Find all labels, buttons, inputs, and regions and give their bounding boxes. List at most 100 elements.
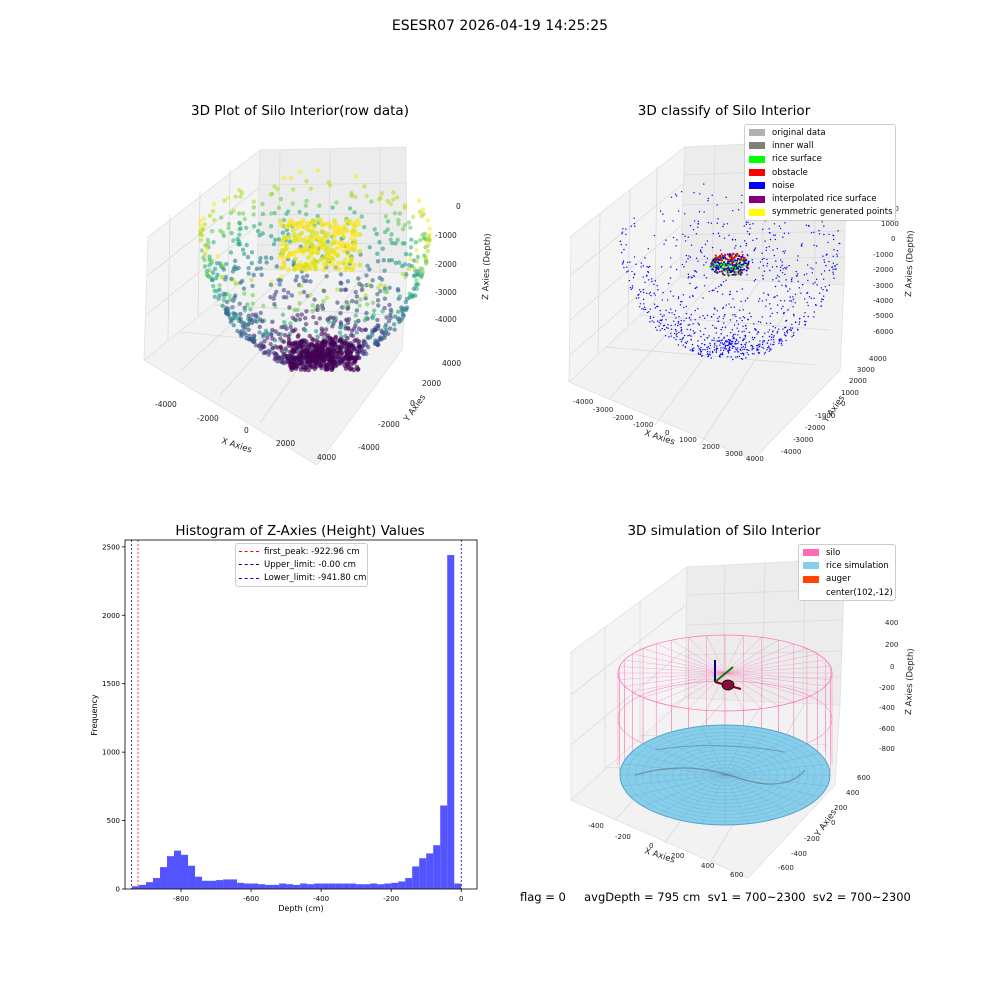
- classify-y-tick: 2000: [849, 377, 867, 385]
- histogram-bar: [419, 858, 427, 889]
- classify-y-tick: -1000: [815, 412, 835, 420]
- legend-entry: auger: [799, 573, 895, 586]
- legend-entry: noise: [745, 179, 895, 192]
- legend-label: interpolated rice surface: [772, 194, 877, 205]
- legend-label: inner wall: [772, 140, 814, 151]
- legend-label: first_peak: -922.96 cm: [264, 546, 360, 557]
- legend-swatch: [749, 142, 765, 150]
- simulation-panel-title: 3D simulation of Silo Interior: [627, 523, 821, 539]
- classify-z-tick: -6000: [873, 328, 893, 336]
- legend-label: Upper_limit: -0.00 cm: [264, 559, 356, 570]
- histogram-bar: [314, 883, 322, 889]
- classify-y-tick: -2000: [805, 424, 825, 432]
- histogram-bar: [342, 883, 350, 889]
- histogram-bar: [188, 865, 196, 889]
- legend-swatch: [749, 155, 765, 163]
- classify-y-tick: 4000: [869, 355, 887, 363]
- histogram-bar: [209, 880, 217, 889]
- classify-z-tick: -3000: [873, 282, 893, 290]
- legend-label: silo: [826, 547, 841, 558]
- classify-x-tick: -2000: [613, 414, 633, 422]
- legend-swatch: [803, 549, 819, 557]
- simulation-z-tick: -600: [879, 725, 895, 733]
- raw-x-tick: 4000: [317, 453, 336, 462]
- classify-point-cloud: [619, 183, 841, 361]
- raw-z-tick: -4000: [435, 315, 457, 324]
- histogram-bar: [195, 876, 203, 889]
- histogram-y-tick-label: 2500: [102, 543, 120, 551]
- simulation-3d-plot: -400 -200 0 200 400 600 X Axies 600 400 …: [570, 558, 916, 879]
- histogram-bar: [139, 884, 147, 889]
- histogram-y-tick-label: 0: [116, 886, 120, 894]
- histogram-bar: [181, 854, 189, 889]
- classify-x-tick: 2000: [702, 443, 720, 451]
- simulation-y-tick: 200: [834, 804, 847, 812]
- histogram-bar: [251, 883, 259, 889]
- raw-z-tick: -3000: [435, 288, 457, 297]
- simulation-y-tick: 600: [857, 774, 870, 782]
- simulation-x-tick: -400: [588, 822, 604, 830]
- histogram-bar: [160, 867, 168, 889]
- histogram-x-tick-label: -600: [243, 895, 259, 903]
- histogram-bar: [384, 883, 392, 889]
- histogram-frame: [124, 539, 478, 890]
- raw-panel-title: 3D Plot of Silo Interior(row data): [191, 103, 409, 119]
- histogram-bar: [412, 866, 420, 889]
- histogram-x-tick-label: -200: [383, 895, 399, 903]
- legend-swatch: [803, 562, 819, 570]
- raw-z-tick: 0: [456, 202, 461, 211]
- histogram-bar: [363, 884, 371, 889]
- legend-entry: symmetric generated points: [745, 206, 895, 219]
- simulation-z-tick: -800: [879, 745, 895, 753]
- simulation-z-tick: 200: [885, 641, 898, 649]
- legend-swatch: [239, 564, 259, 566]
- silo-simulation-drawing: [617, 634, 833, 826]
- legend-entry: obstacle: [745, 166, 895, 179]
- classify-x-label: X Axies: [643, 428, 676, 447]
- histogram-x-tick-label: -800: [173, 895, 189, 903]
- histogram-bar: [230, 879, 238, 889]
- raw-x-tick: 2000: [276, 439, 295, 448]
- histogram-bar: [433, 845, 441, 889]
- legend-label: rice surface: [772, 154, 822, 165]
- classify-panel-title: 3D classify of Silo Interior: [637, 103, 811, 119]
- classify-z-tick: -5000: [873, 312, 893, 320]
- raw-y-label: Y Axies: [402, 392, 429, 424]
- classify-y-tick: -3000: [793, 436, 813, 444]
- simulation-y-tick: -200: [804, 835, 820, 843]
- classify-y-tick: 1000: [841, 389, 859, 397]
- classify-y-tick: -4000: [781, 448, 801, 456]
- raw-y-tick: -2000: [378, 420, 400, 429]
- simulation-y-tick: 400: [846, 789, 859, 797]
- legend-entry: original data: [745, 126, 895, 139]
- histogram-y-tick-label: 2000: [102, 612, 120, 620]
- legend-swatch: [749, 129, 765, 137]
- histogram-bar: [216, 880, 224, 889]
- simulation-y-tick: -400: [791, 850, 807, 858]
- raw-z-label: Z Axies (Depth): [481, 233, 493, 300]
- legend-label: auger: [826, 574, 851, 585]
- histogram-bar: [370, 883, 378, 889]
- simulation-axes-box: [570, 558, 846, 879]
- legend-entry: rice surface: [745, 153, 895, 166]
- legend-label: obstacle: [772, 167, 808, 178]
- histogram-y-tick-label: 1500: [102, 680, 120, 688]
- simulation-x-tick: 200: [671, 852, 684, 860]
- legend-label: Lower_limit: -941.80 cm: [264, 573, 367, 584]
- histogram-bar: [258, 884, 266, 889]
- simulation-z-tick: 0: [890, 663, 894, 671]
- legend-swatch: [749, 169, 765, 177]
- simulation-z-tick: -400: [879, 704, 895, 712]
- simulation-x-tick: 600: [730, 871, 743, 879]
- figure-title: ESESR07 2026-04-19 14:25:25: [391, 18, 609, 34]
- histogram-bar: [237, 882, 245, 889]
- histogram-title: Histogram of Z-Axies (Height) Values: [175, 523, 425, 539]
- legend-entry: Upper_limit: -0.00 cm: [236, 558, 367, 571]
- simulation-y-tick: -600: [778, 864, 794, 872]
- histogram-bar: [321, 883, 329, 889]
- legend-swatch: [803, 575, 819, 583]
- simulation-x-tick: 400: [701, 862, 714, 870]
- legend-label: center(102,-12): [826, 587, 893, 598]
- simulation-z-label: Z Axies (Depth): [904, 648, 916, 715]
- raw-y-tick: 4000: [442, 359, 461, 368]
